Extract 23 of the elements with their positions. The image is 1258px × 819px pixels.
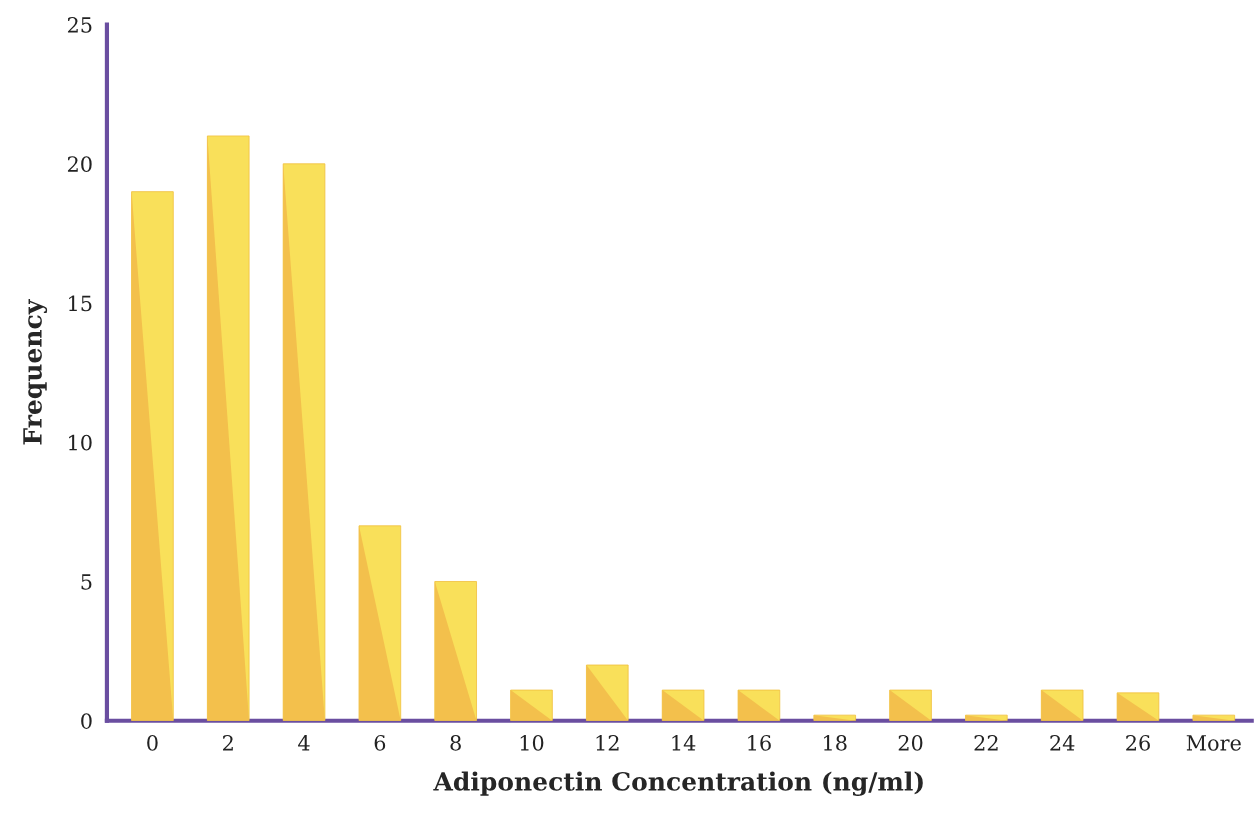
y-tick-label: 0 (81, 713, 92, 729)
y-tick-label: 15 (69, 295, 92, 312)
x-tick-label: 24 (1050, 734, 1075, 751)
y-tick-label: 10 (69, 434, 92, 451)
x-tick-label: 0 (147, 734, 158, 751)
y-axis-title: Frequency (23, 299, 48, 445)
x-tick-label: 10 (520, 734, 544, 751)
x-tick-label: 18 (824, 734, 847, 751)
x-tick-label: More (1186, 735, 1241, 751)
x-tick-label: 8 (450, 734, 461, 751)
x-tick-label: 16 (748, 734, 771, 751)
x-tick-label: 12 (596, 734, 619, 751)
y-tick-label: 20 (67, 156, 92, 173)
y-tick-label: 5 (81, 574, 92, 590)
x-tick-label: 4 (298, 734, 310, 751)
y-tick-label: 25 (67, 17, 92, 33)
x-tick-label: 6 (374, 734, 386, 751)
x-tick-label: 20 (898, 734, 923, 751)
x-tick-label: 26 (1126, 734, 1150, 751)
x-tick-label: 22 (974, 734, 998, 751)
x-axis-title: Adiponectin Concentration (ng/ml) (433, 771, 923, 796)
x-tick-label: 14 (672, 734, 696, 751)
x-tick-label: 2 (223, 734, 233, 751)
